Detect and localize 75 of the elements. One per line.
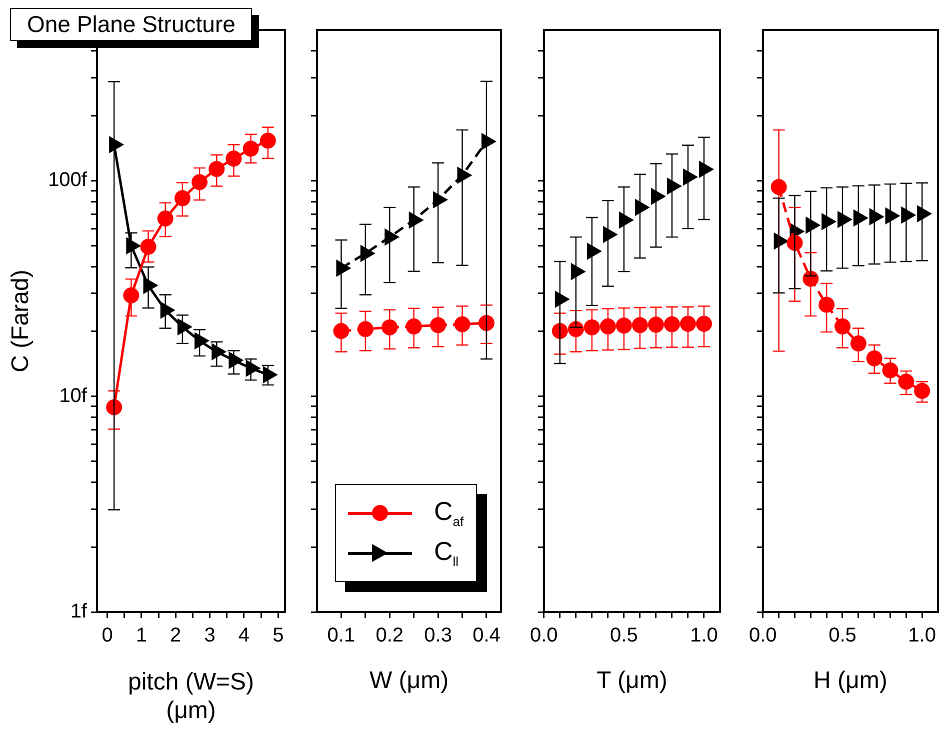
point (157, 210, 174, 227)
point (262, 366, 278, 384)
x-tick-label: 1 (136, 624, 147, 647)
point (177, 318, 192, 336)
point (837, 210, 852, 228)
x-tick-label: 1.0 (908, 624, 936, 647)
point (650, 188, 666, 206)
point (174, 190, 190, 206)
point (917, 205, 932, 222)
point (696, 316, 712, 332)
x-tick-label: 5 (272, 624, 284, 647)
point (212, 343, 227, 360)
x-tick-label: 4 (238, 624, 250, 647)
point (260, 132, 276, 149)
point (570, 262, 586, 280)
point (616, 318, 632, 334)
x-tick-label: 3 (204, 624, 216, 647)
point (648, 316, 664, 333)
point (106, 399, 122, 416)
point (853, 209, 868, 227)
point (208, 160, 225, 177)
point (602, 226, 618, 244)
chart-title: One Plane Structure (10, 8, 252, 41)
x-tick-label: 2 (170, 624, 182, 647)
x-tick-label: 0.0 (748, 624, 777, 647)
point (914, 382, 930, 399)
x-tick-label: 0.5 (828, 624, 856, 647)
point (822, 212, 837, 230)
y-tick-label: 10f (59, 384, 88, 407)
point (885, 207, 900, 225)
point (600, 318, 616, 334)
point (192, 174, 208, 190)
point (433, 191, 448, 208)
point (680, 316, 696, 332)
point (818, 296, 835, 313)
point (552, 322, 568, 339)
point (834, 318, 850, 334)
point (666, 177, 682, 195)
point (632, 317, 648, 334)
point (228, 352, 244, 369)
x-tick-label: 0.4 (472, 624, 500, 647)
x-axis-title: W (μm) (369, 667, 449, 694)
point (586, 242, 602, 260)
x-tick-label: 0.1 (327, 624, 356, 647)
x-axis-title: T (μm) (596, 667, 668, 694)
point (554, 290, 570, 308)
point (384, 228, 400, 246)
point (618, 211, 634, 229)
point (360, 244, 376, 262)
point (357, 321, 374, 338)
point (584, 319, 600, 336)
point (664, 316, 680, 332)
point (430, 317, 446, 334)
legend-label: C$_{ll}$ (434, 536, 459, 570)
point (194, 332, 210, 350)
legend-label: C$_{af}$ (434, 496, 464, 530)
point (634, 198, 650, 216)
point (382, 319, 398, 336)
x-axis-title: pitch (W=S) (μm) (128, 668, 254, 724)
y-tick-label: 100f (48, 169, 88, 192)
point (109, 136, 124, 154)
y-tick-label: 1f (70, 600, 88, 623)
y-axis-title: C (Farad) (7, 270, 34, 372)
x-tick-label: 0.5 (610, 624, 638, 647)
x-tick-label: 0 (102, 624, 113, 647)
point (481, 132, 496, 150)
x-axis-title: H (μm) (814, 667, 888, 694)
x-tick-label: 0.2 (376, 624, 404, 647)
point (478, 314, 494, 331)
x-tick-label: 0.0 (530, 624, 558, 647)
x-tick-label: 0.3 (424, 624, 452, 647)
point (850, 335, 866, 352)
point (698, 160, 714, 178)
x-tick-label: 1.0 (690, 624, 718, 647)
point (682, 168, 698, 186)
